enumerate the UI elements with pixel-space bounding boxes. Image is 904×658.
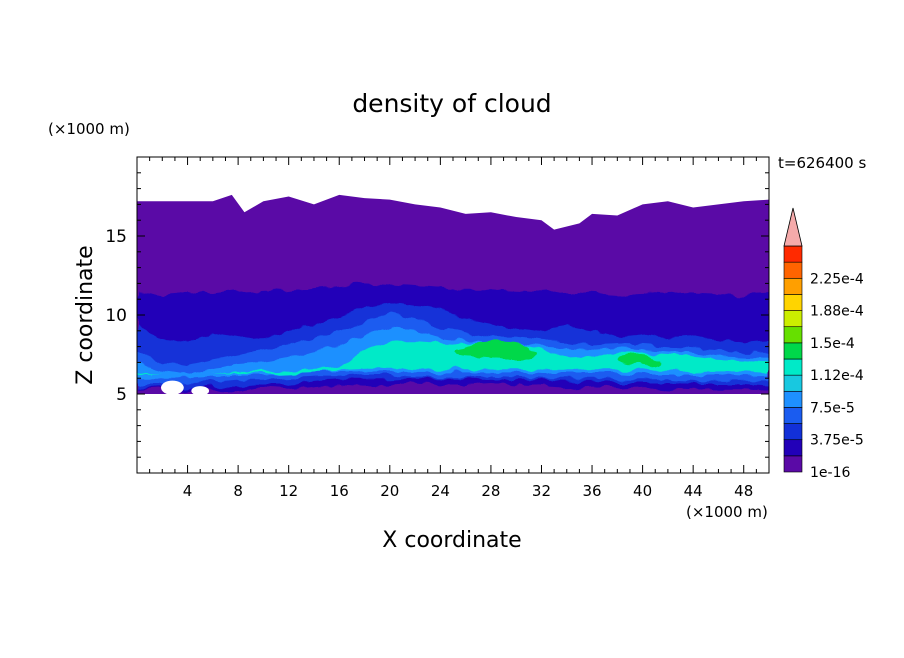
time-label: t=626400 s xyxy=(778,154,866,172)
y-tick-label: 15 xyxy=(105,227,127,247)
colorbar-swatch xyxy=(783,326,803,344)
x-tick-label: 32 xyxy=(532,482,551,500)
colorbar: 1e-16 3.75e-5 7.5e-5 1.12e-4 1.5e-4 1.88e-4 2.… xyxy=(783,207,864,481)
x-tick-label: 48 xyxy=(734,482,753,500)
cloud-peak-patch xyxy=(456,348,488,358)
colorbar-swatch xyxy=(783,342,803,360)
x-tick-label: 16 xyxy=(330,482,349,500)
x-tick-label: 20 xyxy=(380,482,399,500)
colorbar-swatch xyxy=(783,455,803,473)
y-axis-label: Z coordinate xyxy=(73,245,98,384)
colorbar-swatch xyxy=(783,423,803,441)
x-axis-label: X coordinate xyxy=(382,528,521,553)
cloud-peak-patch xyxy=(495,348,537,361)
colorbar-swatch xyxy=(783,407,803,424)
colorbar-label: 7.5e-5 xyxy=(810,400,855,416)
x-axis: 4 8 12 16 20 24 28 32 36 40 44 48 xyxy=(149,157,757,500)
cloud-region-level-6 xyxy=(137,340,769,374)
y-tick-label: 10 xyxy=(105,306,127,326)
y-tick-label: 5 xyxy=(116,385,127,405)
clear-pocket xyxy=(161,380,184,395)
colorbar-swatch xyxy=(783,310,803,328)
x-tick-label: 40 xyxy=(633,482,652,500)
x-tick-label: 24 xyxy=(431,482,450,500)
colorbar-extend-arrow xyxy=(783,207,803,247)
colorbar-swatch xyxy=(783,294,803,311)
colorbar-label: 2.25e-4 xyxy=(810,271,864,287)
x-tick-label: 8 xyxy=(233,482,243,500)
x-tick-label: 44 xyxy=(684,482,703,500)
density-field xyxy=(137,194,769,396)
y-axis: 5 10 15 xyxy=(105,172,769,458)
x-tick-label: 4 xyxy=(183,482,193,500)
colorbar-label: 1.12e-4 xyxy=(810,368,864,384)
x-tick-label: 36 xyxy=(582,482,601,500)
colorbar-swatch xyxy=(783,261,803,279)
colorbar-label: 1.88e-4 xyxy=(810,304,864,320)
x-tick-label: 12 xyxy=(279,482,298,500)
chart-title: density of cloud xyxy=(352,89,551,118)
colorbar-label: 1.5e-4 xyxy=(810,336,855,352)
colorbar-swatch xyxy=(783,277,803,295)
colorbar-label: 1e-16 xyxy=(810,465,850,481)
colorbar-swatch xyxy=(783,358,803,376)
y-unit-label: (×1000 m) xyxy=(48,120,130,138)
colorbar-label: 3.75e-5 xyxy=(810,433,864,449)
cloud-peak-patch xyxy=(637,358,661,367)
x-unit-label: (×1000 m) xyxy=(686,503,768,521)
clear-pocket xyxy=(191,386,210,396)
colorbar-swatch xyxy=(783,390,803,408)
colorbar-swatch xyxy=(783,245,803,263)
x-tick-label: 28 xyxy=(481,482,500,500)
colorbar-swatch xyxy=(783,439,803,457)
colorbar-swatch xyxy=(783,374,803,392)
